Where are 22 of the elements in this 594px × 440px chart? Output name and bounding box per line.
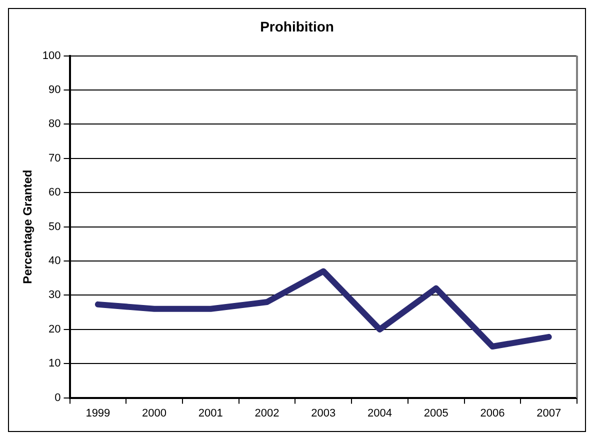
y-axis-title: Percentage Granted: [20, 170, 35, 284]
x-tick-label: 2001: [198, 407, 223, 420]
x-tick-label: 2004: [367, 407, 392, 420]
x-tick-label: 2002: [254, 407, 280, 420]
x-tick-label: 2000: [142, 407, 167, 420]
y-tick-label: 50: [48, 220, 61, 233]
x-tick-label: 2007: [536, 407, 562, 420]
y-tick-label: 60: [48, 186, 61, 199]
x-tick-label: 2005: [424, 407, 448, 420]
x-tick-label: 1999: [86, 407, 110, 420]
x-tick-label: 2003: [311, 407, 336, 420]
y-tick-label: 10: [48, 358, 61, 370]
y-tick-label: 80: [48, 118, 61, 130]
chart-title: Prohibition: [260, 18, 334, 34]
y-tick-label: 40: [48, 255, 61, 268]
y-tick-label: 0: [54, 392, 61, 404]
y-tick-label: 100: [42, 50, 61, 62]
y-tick-label: 30: [48, 289, 61, 302]
x-tick-label: 2006: [480, 407, 505, 420]
y-tick-label: 70: [48, 152, 61, 164]
y-tick-label: 20: [48, 323, 61, 336]
y-tick-label: 90: [48, 84, 61, 96]
